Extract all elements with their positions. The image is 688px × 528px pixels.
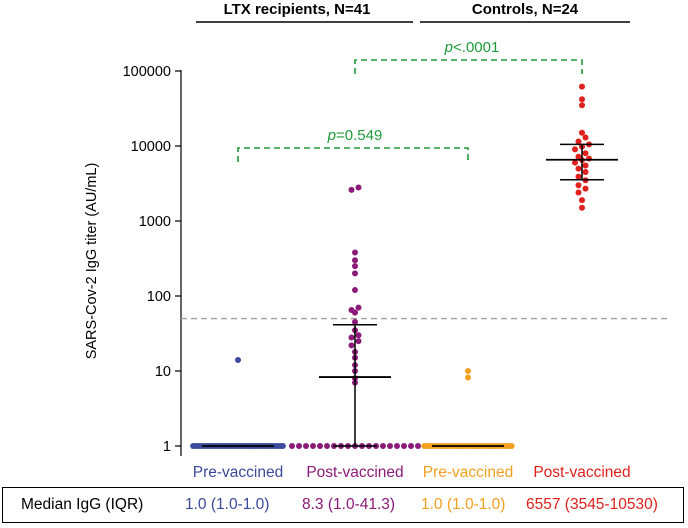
data-point bbox=[586, 155, 592, 162]
igg-titer-chart: 1 10 100 1000 10000 100000 SARS-Cov-2 IgG tit… bbox=[84, 1, 668, 481]
data-point bbox=[575, 138, 582, 145]
data-point bbox=[348, 186, 355, 193]
x-category-label: Post-vaccined bbox=[533, 464, 630, 481]
data-point bbox=[355, 332, 362, 339]
series-1 bbox=[289, 184, 421, 449]
y-tick-label: 10000 bbox=[131, 139, 171, 155]
group-label-controls: Controls, N=24 bbox=[472, 1, 579, 18]
data-point bbox=[582, 185, 589, 192]
group-label-ltx: LTX recipients, N=41 bbox=[224, 1, 371, 18]
y-tick-label: 100000 bbox=[123, 64, 171, 80]
p-value-pre-comparison: p=0.549 bbox=[327, 127, 383, 144]
y-tick-label: 1 bbox=[163, 439, 171, 455]
data-point bbox=[575, 173, 582, 180]
data-point bbox=[579, 83, 585, 90]
y-tick-label: 1000 bbox=[139, 214, 171, 230]
data-point bbox=[310, 443, 316, 449]
data-point bbox=[579, 129, 585, 136]
median-value-ltx-pre: 1.0 (1.0-1.0) bbox=[185, 496, 270, 513]
data-point bbox=[235, 357, 241, 364]
x-category-label: Pre-vaccined bbox=[193, 464, 283, 481]
data-point bbox=[401, 443, 407, 449]
data-point bbox=[289, 443, 295, 449]
data-point bbox=[465, 368, 471, 374]
data-point bbox=[572, 159, 578, 166]
median-value-control-post: 6557 (3545-10530) bbox=[526, 496, 658, 513]
series-3 bbox=[546, 83, 618, 211]
median-header: Median IgG (IQR) bbox=[21, 496, 144, 513]
data-point bbox=[355, 338, 362, 345]
data-point bbox=[352, 319, 358, 326]
data-point bbox=[387, 443, 393, 449]
data-point bbox=[579, 96, 585, 103]
data-point bbox=[508, 443, 515, 449]
data-point bbox=[317, 443, 323, 449]
data-point bbox=[352, 257, 358, 264]
series-2 bbox=[421, 368, 515, 449]
data-point bbox=[575, 189, 582, 196]
data-point bbox=[348, 334, 355, 341]
data-point bbox=[348, 342, 355, 349]
data-point bbox=[296, 443, 302, 449]
data-point bbox=[408, 443, 414, 449]
data-point bbox=[579, 102, 585, 109]
data-point bbox=[572, 146, 578, 153]
data-point bbox=[575, 165, 582, 172]
data-point bbox=[582, 134, 589, 141]
bracket-post-vs-post bbox=[354, 59, 583, 74]
data-point bbox=[352, 249, 358, 256]
x-category-label: Pre-vaccined bbox=[423, 464, 513, 481]
data-point bbox=[355, 304, 362, 311]
data-point bbox=[579, 204, 585, 211]
data-point bbox=[582, 169, 589, 176]
data-point bbox=[355, 184, 362, 191]
median-value-control-pre: 1.0 (1.0-1.0) bbox=[421, 496, 506, 513]
data-point bbox=[352, 270, 358, 277]
data-point bbox=[352, 309, 358, 316]
data-point bbox=[465, 374, 471, 381]
data-point bbox=[579, 197, 585, 204]
data-point bbox=[352, 287, 358, 294]
data-point bbox=[303, 443, 309, 449]
data-point bbox=[415, 443, 421, 449]
data-point bbox=[324, 443, 330, 449]
data-point bbox=[575, 182, 582, 189]
median-igg-table: Median IgG (IQR) 1.0 (1.0-1.0) 8.3 (1.0-… bbox=[2, 487, 684, 523]
y-axis-label: SARS-Cov-2 IgG titer (AU/mL) bbox=[84, 163, 100, 360]
p-value-post-comparison: p<.0001 bbox=[444, 39, 500, 56]
x-category-label: Post-vaccined bbox=[306, 464, 403, 481]
bracket-pre-vs-pre bbox=[237, 147, 469, 162]
data-point bbox=[279, 443, 286, 449]
data-point bbox=[582, 150, 589, 157]
data-point bbox=[380, 443, 386, 449]
median-value-ltx-post: 8.3 (1.0-41.3) bbox=[302, 496, 396, 513]
y-tick-label: 10 bbox=[155, 364, 171, 380]
y-tick-label: 100 bbox=[147, 289, 171, 305]
data-point bbox=[394, 443, 400, 449]
data-point bbox=[352, 263, 358, 270]
series-0 bbox=[190, 357, 286, 449]
data-point bbox=[582, 162, 589, 169]
